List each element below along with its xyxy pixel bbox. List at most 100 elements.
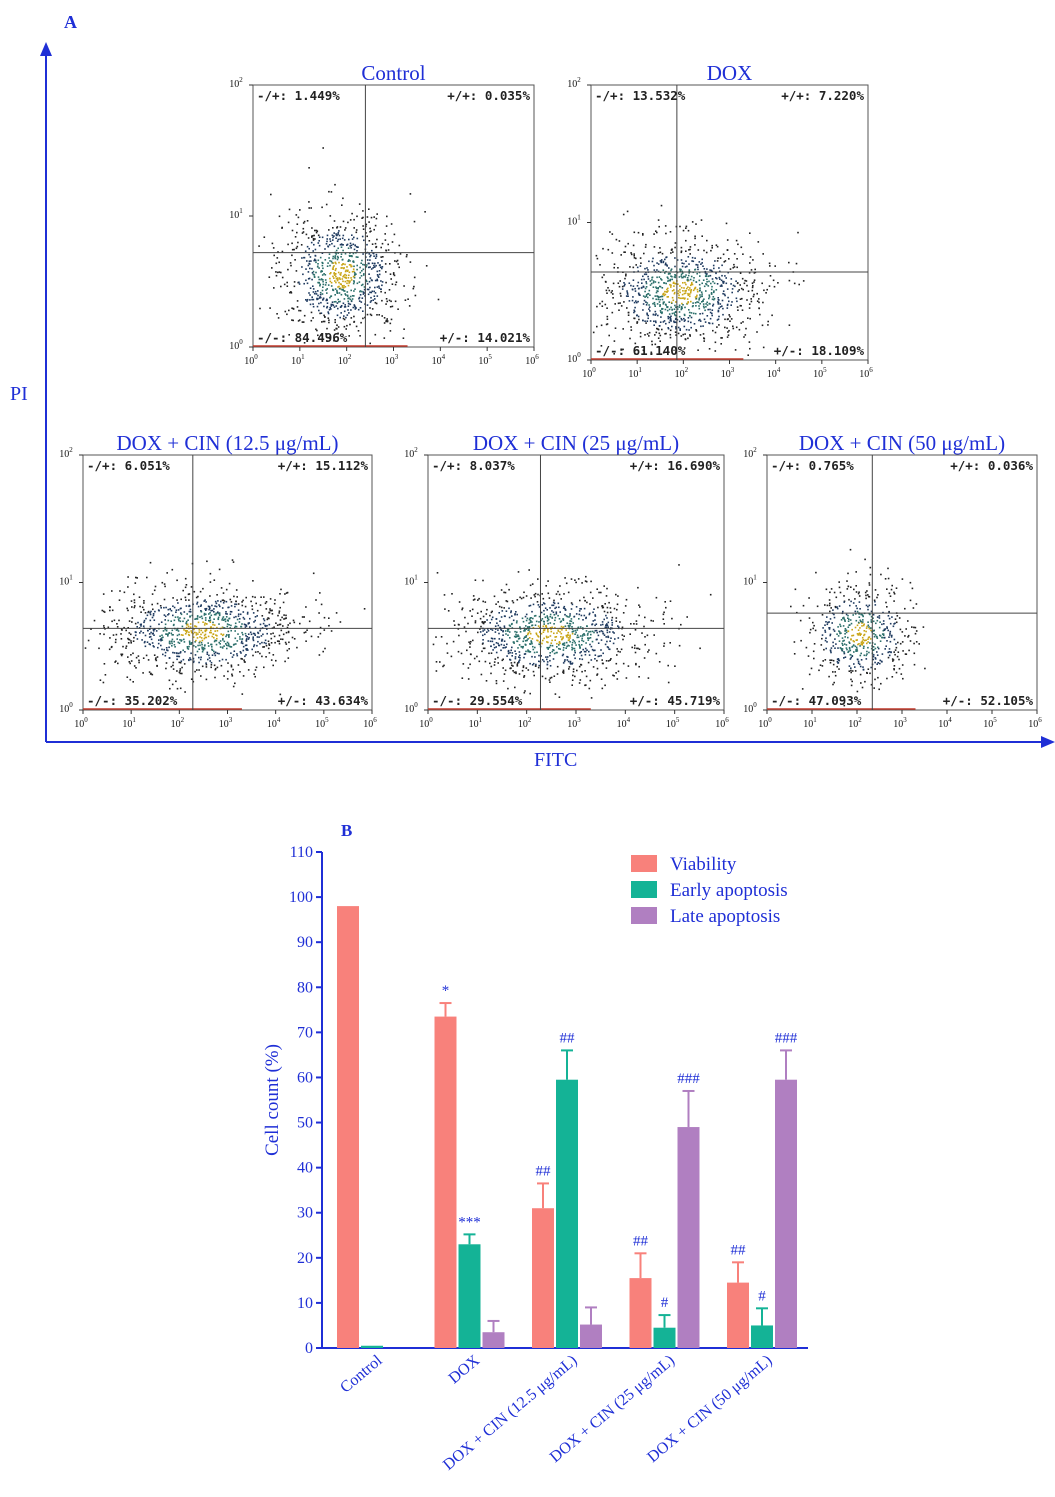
event-dot	[150, 638, 153, 641]
event-dot	[225, 644, 228, 647]
event-dot	[244, 644, 247, 647]
event-dot	[857, 592, 860, 595]
event-dot	[668, 301, 670, 303]
dot-plot-events	[790, 548, 926, 707]
event-dot	[338, 230, 340, 232]
event-dot	[327, 312, 330, 315]
event-dot	[268, 276, 271, 278]
event-dot	[164, 626, 166, 629]
event-dot	[642, 295, 645, 297]
event-dot	[701, 312, 704, 315]
event-dot	[332, 304, 335, 307]
event-dot	[845, 644, 848, 646]
event-dot	[578, 618, 580, 620]
event-dot	[355, 256, 358, 258]
event-dot	[660, 204, 663, 207]
event-dot	[667, 315, 669, 318]
event-dot	[843, 657, 845, 659]
event-dot	[852, 644, 855, 646]
event-dot	[508, 631, 511, 633]
event-dot	[221, 619, 223, 621]
event-dot	[242, 649, 245, 652]
event-dot	[727, 296, 729, 299]
event-dot	[482, 579, 484, 582]
event-dot	[538, 664, 540, 667]
event-dot	[822, 627, 824, 629]
event-dot	[740, 287, 743, 290]
event-dot	[188, 610, 191, 613]
event-dot	[522, 665, 525, 667]
event-dot	[600, 649, 602, 651]
event-dot	[607, 626, 609, 628]
event-dot	[235, 625, 238, 628]
event-dot	[215, 613, 217, 616]
event-dot	[711, 312, 713, 315]
event-dot	[213, 652, 216, 655]
event-dot	[533, 615, 536, 617]
event-dot	[233, 650, 236, 652]
event-dot	[638, 676, 640, 678]
event-dot	[886, 626, 888, 628]
event-dot	[879, 635, 882, 637]
event-dot	[242, 675, 245, 677]
event-dot	[121, 629, 123, 631]
event-dot	[867, 608, 869, 611]
event-dot	[549, 607, 551, 609]
event-dot	[907, 634, 910, 637]
event-dot	[367, 293, 370, 296]
event-dot	[639, 606, 641, 608]
event-dot	[863, 623, 865, 625]
event-dot	[737, 243, 739, 246]
event-dot	[371, 308, 374, 310]
event-dot	[490, 672, 492, 675]
event-dot	[152, 645, 155, 647]
event-dot	[881, 636, 883, 639]
event-dot	[315, 293, 318, 295]
event-dot	[756, 331, 758, 333]
event-dot	[887, 615, 890, 617]
event-dot	[353, 236, 355, 239]
event-dot	[527, 629, 529, 631]
event-dot	[290, 264, 292, 267]
event-dot	[262, 646, 264, 648]
event-dot	[325, 333, 327, 335]
event-dot	[314, 290, 317, 293]
event-dot	[736, 300, 738, 303]
event-dot	[190, 643, 192, 645]
event-dot	[838, 630, 840, 632]
event-dot	[629, 633, 631, 635]
event-dot	[301, 257, 303, 259]
event-dot	[589, 643, 591, 646]
event-dot	[315, 599, 317, 601]
event-dot	[826, 604, 829, 607]
event-dot	[247, 633, 250, 635]
event-dot	[838, 631, 841, 633]
event-dot	[127, 586, 129, 588]
event-dot	[748, 272, 751, 274]
event-dot	[362, 228, 365, 230]
event-dot	[189, 657, 191, 659]
event-dot	[167, 608, 170, 611]
event-dot	[662, 351, 665, 354]
event-dot	[210, 661, 213, 664]
event-dot	[334, 261, 337, 264]
event-dot	[678, 320, 681, 323]
event-dot	[374, 262, 376, 265]
event-dot	[486, 631, 488, 633]
event-dot	[341, 285, 344, 287]
event-dot	[756, 300, 759, 302]
event-dot	[154, 610, 156, 613]
event-dot	[344, 229, 346, 231]
event-dot	[572, 647, 574, 650]
event-dot	[122, 645, 124, 648]
event-dot	[656, 262, 658, 264]
bar-2-4	[775, 1079, 797, 1348]
event-dot	[541, 642, 543, 645]
event-dot	[591, 623, 594, 625]
event-dot	[261, 641, 263, 644]
event-dot	[245, 644, 248, 646]
event-dot	[842, 625, 845, 627]
event-dot	[707, 308, 709, 311]
event-dot	[343, 306, 346, 308]
event-dot	[525, 667, 528, 669]
